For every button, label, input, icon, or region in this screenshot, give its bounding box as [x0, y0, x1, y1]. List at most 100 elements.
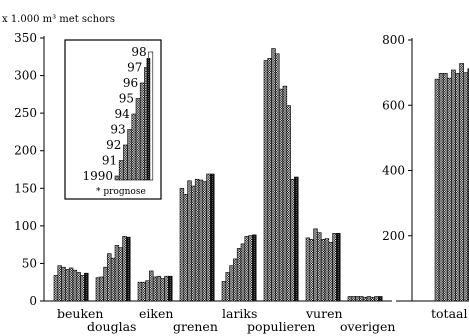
left-y-tick-label: 50 — [22, 256, 37, 270]
category-label-eiken: eiken — [139, 306, 173, 321]
legend-label-93: 93 — [110, 123, 125, 137]
bar-grenen-91 — [183, 193, 188, 302]
bar-eiken-94 — [152, 276, 158, 302]
left-y-tick-label: 300 — [14, 69, 37, 83]
bar-populieren-97 — [290, 178, 295, 302]
category-label-overigen: overigen — [340, 319, 395, 334]
legend-swatch-1990 — [114, 175, 120, 181]
right-y-tick-label: 600 — [382, 98, 405, 112]
category-label-grenen: grenen — [173, 319, 218, 334]
bar-totaal-98 — [467, 68, 469, 302]
bar-group-populieren — [263, 48, 299, 302]
legend-label-1990: 1990 — [82, 169, 113, 183]
legend-swatch-92 — [123, 144, 128, 181]
bar-eiken-97 — [164, 275, 169, 302]
bar-douglas-91 — [99, 276, 104, 302]
legend-swatch-93 — [127, 129, 133, 181]
bar-totaal-92 — [442, 72, 448, 302]
bar-lariks-94 — [236, 248, 242, 302]
bar-group-vuren — [305, 228, 341, 302]
bar-overigen-95 — [366, 296, 372, 302]
bar-grenen-94 — [194, 178, 200, 302]
bar-douglas-93 — [107, 253, 112, 302]
right-y-tick-label: 800 — [382, 33, 405, 47]
bar-populieren-98 — [294, 176, 299, 302]
bar-eiken-91 — [141, 281, 146, 302]
bar-populieren-91 — [267, 57, 272, 302]
bar-douglas-97 — [122, 236, 127, 302]
bar-lariks-98 — [252, 234, 257, 302]
left-bar-groups — [53, 48, 383, 302]
legend-label-96: 96 — [123, 76, 138, 90]
bar-totaal-93 — [446, 77, 452, 302]
bar-grenen-96 — [202, 181, 207, 302]
legend-label-97: 97 — [127, 61, 142, 75]
legend-label-91: 91 — [102, 154, 117, 168]
bar-beuken-93 — [65, 269, 70, 302]
right-y-axis: 200 400 600 800 — [382, 33, 469, 302]
legend-swatch-94 — [131, 113, 137, 181]
left-y-tick-label: 200 — [14, 144, 37, 158]
bar-grenen-92 — [187, 180, 192, 302]
bar-vuren-91 — [309, 239, 314, 302]
bar-vuren-94 — [320, 239, 326, 302]
left-y-axis: 0 50 100 150 200 250 300 350 — [14, 31, 392, 308]
legend-swatch-shadow — [146, 58, 151, 180]
bar-group-eiken — [137, 270, 173, 302]
bar-lariks-91 — [225, 272, 230, 302]
bar-overigen-98 — [378, 296, 383, 302]
category-label-lariks: lariks — [222, 306, 257, 321]
bar-vuren-95 — [324, 238, 330, 302]
bar-grenen-1990 — [179, 187, 185, 302]
bar-vuren-1990 — [305, 237, 311, 302]
bar-eiken-92 — [145, 280, 150, 302]
category-label-totaal: totaal — [431, 306, 467, 321]
bar-beuken-91 — [57, 265, 62, 302]
bar-lariks-93 — [233, 258, 238, 302]
bar-populieren-95 — [282, 85, 288, 302]
legend-label-94: 94 — [115, 107, 131, 121]
bar-overigen-94 — [362, 296, 368, 302]
bar-overigen-1990 — [347, 296, 353, 302]
bar-overigen-96 — [370, 296, 375, 302]
bar-populieren-96 — [286, 105, 291, 302]
category-label-populieren: populieren — [247, 319, 315, 334]
bar-beuken-92 — [61, 266, 66, 302]
bar-beuken-1990 — [53, 275, 59, 302]
right-y-tick-label: 200 — [382, 229, 405, 243]
bar-lariks-92 — [229, 265, 234, 302]
bar-beuken-97 — [80, 275, 85, 302]
right-category-labels: totaal — [431, 306, 467, 321]
bar-douglas-96 — [118, 247, 123, 302]
legend-swatch-91 — [118, 160, 124, 181]
right-y-tick-label: 400 — [382, 164, 405, 178]
bar-eiken-1990 — [137, 281, 143, 302]
bar-totaal-1990 — [434, 78, 440, 302]
bar-grenen-98 — [210, 173, 215, 302]
unit-label: x 1.000 m³ met schors — [2, 14, 115, 25]
bar-populieren-92 — [271, 48, 276, 302]
bar-lariks-1990 — [221, 281, 227, 302]
bar-eiken-93 — [149, 270, 154, 302]
bar-vuren-93 — [317, 232, 322, 302]
bar-group-overigen — [347, 296, 383, 302]
bar-beuken-96 — [76, 272, 81, 302]
bar-group-grenen — [179, 173, 215, 302]
bar-douglas-95 — [114, 245, 120, 302]
bar-eiken-98 — [168, 275, 173, 302]
right-bar-group — [434, 63, 469, 302]
bar-populieren-93 — [275, 53, 280, 302]
bar-overigen-91 — [351, 296, 356, 302]
legend-swatch-95 — [135, 98, 141, 181]
legend-swatch-96 — [139, 82, 145, 181]
bar-lariks-97 — [248, 235, 253, 302]
bar-totaal-97 — [463, 72, 469, 302]
bar-populieren-1990 — [263, 60, 269, 302]
bar-totaal-91 — [438, 72, 444, 302]
bar-overigen-93 — [359, 296, 364, 302]
category-label-vuren: vuren — [305, 306, 343, 321]
legend-label-98: 98 — [131, 45, 146, 59]
